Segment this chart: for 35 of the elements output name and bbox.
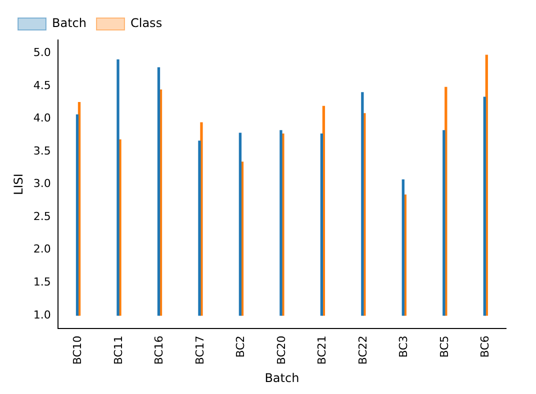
y-tick-label: 4.0 (33, 112, 51, 125)
bar (76, 114, 79, 316)
x-tick-label: BC11 (112, 336, 125, 365)
bar (157, 67, 160, 316)
x-tick-label: BC16 (152, 336, 166, 365)
x-tick-label: BC6 (478, 336, 492, 358)
y-tick-label: 3.5 (33, 144, 51, 158)
bar (198, 140, 201, 316)
x-tick-label: BC21 (316, 336, 329, 365)
legend-label: Batch (52, 16, 86, 30)
x-tick-label: BC22 (356, 336, 370, 365)
bar (238, 132, 242, 316)
bar (320, 133, 324, 316)
y-tick-label: 5.0 (33, 46, 51, 59)
y-tick-label: 3.0 (33, 177, 51, 190)
bar (442, 130, 446, 316)
legend-label: Class (130, 16, 162, 30)
y-axis-title: LISI (11, 174, 26, 195)
y-tick-label: 1.5 (33, 276, 51, 289)
y-tick-label: 1.0 (33, 308, 51, 322)
x-tick-label: BC5 (438, 336, 451, 358)
x-tick-label: BC3 (397, 336, 410, 358)
bar (361, 92, 364, 316)
y-tick-label: 4.5 (33, 78, 51, 92)
x-tick-label: BC20 (274, 336, 288, 365)
x-tick-label: BC2 (234, 336, 248, 358)
bar (402, 179, 404, 316)
bar (116, 59, 120, 316)
x-axis-title: Batch (264, 370, 300, 385)
y-tick-label: 2.0 (33, 242, 51, 256)
x-tick-label: BC17 (193, 336, 206, 365)
y-tick-label: 2.5 (33, 210, 51, 223)
bar (280, 130, 282, 316)
bar (483, 96, 486, 316)
x-tick-label: BC10 (71, 336, 84, 365)
